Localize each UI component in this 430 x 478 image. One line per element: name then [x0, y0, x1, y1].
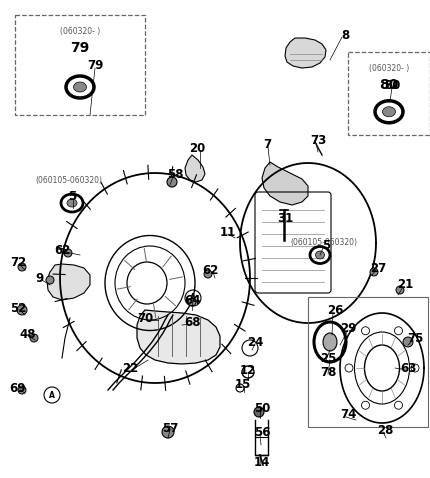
Polygon shape — [284, 38, 325, 68]
Circle shape — [18, 263, 26, 271]
Text: 79: 79 — [70, 41, 89, 55]
Text: 64: 64 — [184, 293, 201, 306]
Text: 50: 50 — [253, 402, 270, 414]
Text: (060320- ): (060320- ) — [368, 64, 408, 73]
Bar — [307, 297, 427, 427]
Text: 72: 72 — [10, 256, 26, 269]
Text: 75: 75 — [406, 332, 422, 345]
Text: 74: 74 — [339, 409, 355, 422]
Circle shape — [46, 276, 54, 284]
Text: 24: 24 — [246, 336, 263, 348]
Text: 20: 20 — [188, 141, 205, 154]
Polygon shape — [261, 162, 307, 205]
Text: 26: 26 — [326, 304, 342, 316]
Text: 12: 12 — [240, 363, 255, 377]
Text: 11: 11 — [219, 226, 236, 239]
Text: 21: 21 — [396, 279, 412, 292]
Text: 80: 80 — [383, 78, 399, 91]
Text: A: A — [49, 391, 55, 400]
Polygon shape — [47, 264, 90, 300]
Circle shape — [253, 407, 264, 417]
Bar — [347, 52, 429, 135]
Circle shape — [18, 386, 26, 394]
Circle shape — [64, 249, 72, 257]
Circle shape — [187, 298, 196, 306]
Text: 5: 5 — [68, 191, 76, 204]
Text: 80: 80 — [378, 78, 398, 92]
Text: 57: 57 — [161, 422, 178, 435]
Text: 73: 73 — [309, 133, 326, 146]
Circle shape — [395, 286, 403, 294]
Text: 52: 52 — [10, 302, 26, 315]
Text: 25: 25 — [319, 351, 335, 365]
Text: 29: 29 — [339, 322, 355, 335]
Ellipse shape — [322, 333, 336, 351]
Ellipse shape — [381, 107, 395, 117]
Circle shape — [203, 270, 212, 278]
Text: 48: 48 — [20, 328, 36, 341]
Text: 7: 7 — [262, 139, 270, 152]
Ellipse shape — [74, 82, 86, 92]
Bar — [15, 15, 144, 115]
Text: 63: 63 — [399, 361, 415, 374]
Text: 69: 69 — [10, 381, 26, 394]
Text: (060320- ): (060320- ) — [60, 27, 100, 36]
Text: 28: 28 — [376, 424, 392, 436]
Circle shape — [166, 177, 177, 187]
Text: 62: 62 — [54, 243, 70, 257]
Text: 79: 79 — [86, 58, 103, 72]
Text: 58: 58 — [166, 169, 183, 182]
Circle shape — [17, 305, 27, 315]
Text: 22: 22 — [122, 361, 138, 374]
Text: 78: 78 — [319, 366, 335, 379]
Text: 8: 8 — [340, 29, 348, 42]
Text: 9: 9 — [36, 272, 44, 284]
Text: 15: 15 — [234, 378, 251, 391]
Circle shape — [402, 337, 412, 347]
Text: 31: 31 — [276, 211, 292, 225]
Text: 62: 62 — [201, 263, 218, 276]
Circle shape — [369, 268, 377, 276]
Text: 27: 27 — [369, 261, 385, 274]
Circle shape — [162, 426, 174, 438]
Text: (060105-060320): (060105-060320) — [289, 238, 356, 247]
Circle shape — [30, 334, 38, 342]
Polygon shape — [184, 155, 205, 182]
Text: 70: 70 — [137, 312, 153, 325]
Ellipse shape — [67, 199, 77, 207]
Text: 5: 5 — [321, 239, 329, 251]
Text: A: A — [190, 293, 196, 303]
Text: 14: 14 — [253, 456, 270, 468]
Text: 68: 68 — [184, 315, 201, 328]
Text: (060105-060320): (060105-060320) — [35, 176, 102, 185]
Ellipse shape — [315, 251, 324, 259]
Polygon shape — [137, 310, 219, 364]
Text: 56: 56 — [253, 425, 270, 438]
